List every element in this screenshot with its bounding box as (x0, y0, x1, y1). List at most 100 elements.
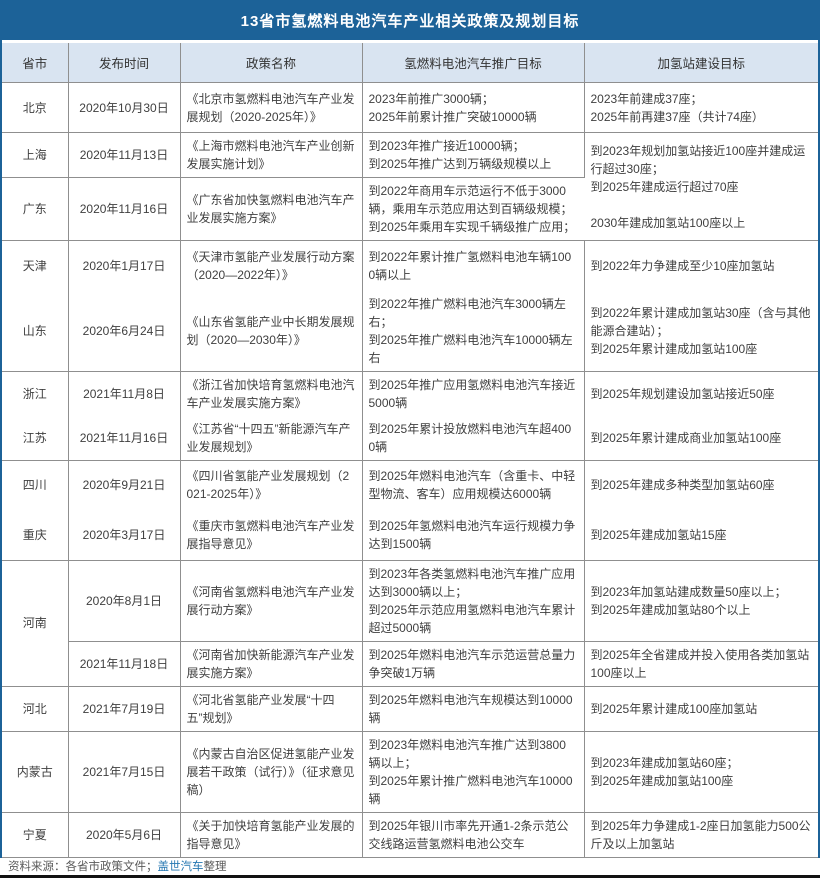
cell-station-target: 到2025年累计建成100座加氢站 (584, 686, 818, 732)
cell-promotion-target: 到2023年各类氢燃料电池汽车推广应用达到3000辆以上； 到2025年示范应用… (362, 560, 585, 642)
column-header-1: 省市 (2, 43, 69, 83)
cell-promotion-target: 到2023年推广接近10000辆； 到2025年推广达到万辆级规模以上 (362, 132, 585, 178)
source-note-suffix: 整理 (203, 861, 227, 873)
cell-date: 2021年7月19日 (68, 686, 181, 732)
cell-promotion-target: 到2025年银川市率先开通1-2条示范公交线路运营氢燃料电池公交车 (362, 812, 585, 858)
table-row: 广东 2020年11月16日 《广东省加快氢燃料电池汽车产业发展实施方案》 到2022… (2, 177, 818, 241)
cell-province: 山东 (2, 290, 69, 372)
cell-policy-name: 《广东省加快氢燃料电池汽车产业发展实施方案》 (180, 177, 363, 241)
cell-policy-name: 《上海市燃料电池汽车产业创新发展实施计划》 (180, 132, 363, 178)
cell-promotion-target: 到2025年燃料电池汽车规模达到10000辆 (362, 686, 585, 732)
cell-province: 北京 (2, 82, 69, 133)
cell-station-target: 到2022年力争建成至少10座加氢站 (590, 258, 775, 273)
bottom-bar (0, 874, 820, 878)
cell-date: 2021年11月8日 (68, 371, 181, 416)
cell-date: 2020年3月17日 (68, 510, 181, 561)
cell-policy-name: 《山东省氢能产业中长期发展规划（2020—2030年）》 (180, 290, 363, 372)
table-frame: 省市 发布时间 政策名称 氢燃料电池汽车推广目标 加氢站建设目标 北京 2020年10月3… (0, 40, 820, 858)
table-row: 河北 2021年7月19日 《河北省氢能产业发展“十四五”规划》 到2025年燃料电池… (2, 686, 818, 732)
cell-province: 重庆 (2, 510, 69, 561)
cell-date: 2020年9月21日 (68, 460, 181, 510)
table-body: 北京 2020年10月30日 《北京市氢燃料电池汽车产业发展规划（2020-2025… (2, 82, 818, 858)
source-note: 资料来源：各省市政策文件； 盖世汽车 整理 (0, 858, 820, 875)
cell-policy-name: 《北京市氢燃料电池汽车产业发展规划（2020-2025年）》 (180, 82, 363, 133)
cell-province: 河南 (2, 560, 69, 687)
table-row: 上海 2020年11月13日 《上海市燃料电池汽车产业创新发展实施计划》 到2023年… (2, 132, 818, 241)
page-title: 13省市氢燃料电池汽车产业相关政策及规划目标 (0, 0, 820, 40)
table-row: 天津 2020年1月17日 《天津市氢能产业发展行动方案（2020—2022年）》到… (2, 240, 818, 291)
table-row: 重庆 2020年3月17日 《重庆市氢燃料电池汽车产业发展指导意见》 到2025年氢燃… (2, 510, 818, 561)
cell-policy-name: 《内蒙古自治区促进氢能产业发展若干政策（试行）》（征求意见稿） (180, 731, 363, 813)
cell-promotion-target: 到2022年累计推广氢燃料电池车辆1000辆以上 (362, 240, 585, 291)
cell-province: 河北 (2, 686, 69, 732)
cell-policy-name: 《浙江省加快培育氢燃料电池汽车产业发展实施方案》 (180, 371, 363, 416)
cell-policy-name: 《江苏省“十四五”新能源汽车产业发展规划》 (180, 415, 363, 461)
cell-promotion-target: 到2025年燃料电池汽车示范运营总量力争突破1万辆 (362, 641, 585, 687)
cell-station-target: 到2022年累计建成加氢站30座（含与其他能源合建站）； 到2025年累计建成加… (584, 290, 818, 372)
cell-policy-name: 《河南省氢燃料电池汽车产业发展行动方案》 (180, 560, 363, 642)
cell-promotion-target: 到2025年推广应用氢燃料电池汽车接近5000辆 (362, 371, 585, 416)
cell-province: 上海 (2, 132, 69, 178)
table-row: 北京 2020年10月30日 《北京市氢燃料电池汽车产业发展规划（2020-2025… (2, 82, 818, 133)
cell-province: 宁夏 (2, 812, 69, 858)
cell-date: 2020年8月1日 (68, 560, 181, 642)
cell-date: 2021年11月16日 (68, 415, 181, 461)
cell-station-target: 到2023年加氢站建成数量50座以上； 到2025年建成加氢站80个以上 (584, 560, 818, 642)
column-header-5: 加氢站建设目标 (584, 43, 818, 83)
title-divider (2, 40, 818, 43)
cell-promotion-target: 到2025年燃料电池汽车（含重卡、中轻型物流、客车）应用规模达6000辆 (362, 460, 585, 510)
cell-station-target: 到2025年建成多种类型加氢站60座 (590, 478, 775, 493)
cell-promotion-target: 到2025年氢燃料电池汽车运行规模力争达到1500辆 (362, 510, 585, 561)
source-note-prefix: 资料来源：各省市政策文件； (8, 861, 158, 873)
cell-promotion-target: 到2022年商用车示范运行不低于3000辆，乘用车示范应用达到百辆级规模； 到2… (362, 177, 584, 241)
cell-province: 广东 (2, 177, 69, 241)
cell-promotion-target: 2023年前推广3000辆； 2025年前累计推广突破10000辆 (362, 82, 585, 133)
cell-promotion-target: 到2025年累计投放燃料电池汽车超4000辆 (362, 415, 585, 461)
cell-station-target: 到2025年规划建设加氢站接近50座 (590, 386, 775, 401)
table-row: 浙江 2021年11月8日 《浙江省加快培育氢燃料电池汽车产业发展实施方案》 到202… (2, 371, 818, 416)
table-row: 山东 2020年6月24日 《山东省氢能产业中长期发展规划（2020—2030年）》… (2, 290, 818, 372)
table-row: 四川 2020年9月21日 《四川省氢能产业发展规划（2021-2025年）》 到20… (2, 460, 818, 510)
cell-date: 2020年10月30日 (68, 82, 181, 133)
column-header-3: 政策名称 (180, 43, 363, 83)
cell-policy-name: 《天津市氢能产业发展行动方案（2020—2022年）》 (180, 240, 363, 291)
cell-station-target: 到2025年建成加氢站15座 (584, 510, 818, 561)
cell-station-target: 到2025年累计建成商业加氢站100座 (584, 415, 818, 461)
cell-promotion-target: 到2022年推广燃料电池汽车3000辆左右； 到2025年推广燃料电池汽车100… (362, 290, 585, 372)
cell-date: 2020年11月13日 (68, 132, 181, 178)
cell-policy-name: 《河北省氢能产业发展“十四五”规划》 (180, 686, 363, 732)
cell-province: 内蒙古 (2, 731, 69, 813)
cell-policy-name: 《河南省加快新能源汽车产业发展实施方案》 (180, 641, 363, 687)
header-row: 省市 发布时间 政策名称 氢燃料电池汽车推广目标 加氢站建设目标 (2, 43, 818, 83)
cell-policy-name: 《关于加快培育氢能产业发展的指导意见》 (180, 812, 363, 858)
cell-policy-name: 《四川省氢能产业发展规划（2021-2025年）》 (180, 460, 363, 510)
cell-station-target: 2023年前建成37座； 2025年前再建37座（共计74座） (584, 82, 818, 133)
cell-province: 四川 (2, 460, 69, 510)
table-row: 内蒙古 2021年7月15日 《内蒙古自治区促进氢能产业发展若干政策（试行）》（征求… (2, 731, 818, 813)
cell-station-target: 到2023年规划加氢站接近100座并建成运行超过30座； 到2025年建成运行超… (584, 132, 818, 241)
table-row: 江苏 2021年11月16日 《江苏省“十四五”新能源汽车产业发展规划》 到2025年… (2, 415, 818, 461)
cell-date: 2020年1月17日 (68, 240, 181, 291)
column-header-4: 氢燃料电池汽车推广目标 (362, 43, 585, 83)
cell-station-target: 到2023年建成加氢站60座； 到2025年建成加氢站100座 (584, 731, 818, 813)
cell-date: 2021年11月18日 (68, 641, 181, 687)
cell-policy-name: 《重庆市氢燃料电池汽车产业发展指导意见》 (180, 510, 363, 561)
cell-station-target: 到2025年力争建成1-2座日加氢能力500公斤及以上加氢站 (584, 812, 818, 858)
cell-date: 2021年7月15日 (68, 731, 181, 813)
cell-province: 天津 (2, 240, 69, 291)
gasgoo-link[interactable]: 盖世汽车 (157, 861, 204, 873)
cell-station-target: 到2025年全省建成并投入使用各类加氢站100座以上 (584, 641, 818, 687)
cell-promotion-target: 到2023年燃料电池汽车推广达到3800辆以上； 到2025年累计推广燃料电池汽… (362, 731, 585, 813)
cell-province: 江苏 (2, 415, 69, 461)
cell-date: 2020年5月6日 (68, 812, 181, 858)
table-header: 省市 发布时间 政策名称 氢燃料电池汽车推广目标 加氢站建设目标 (2, 43, 818, 83)
cell-province: 浙江 (2, 371, 69, 416)
table-row: 河南 2020年8月1日 《河南省氢燃料电池汽车产业发展行动方案》 到2023年各类氢… (2, 560, 818, 687)
column-header-2: 发布时间 (68, 43, 181, 83)
table-row: 宁夏 2020年5月6日 《关于加快培育氢能产业发展的指导意见》 到2025年银川市率… (2, 812, 818, 858)
cell-date: 2020年6月24日 (68, 290, 181, 372)
policy-table: 省市 发布时间 政策名称 氢燃料电池汽车推广目标 加氢站建设目标 北京 2020年10月3… (2, 43, 818, 858)
table-row: 2021年11月18日 《河南省加快新能源汽车产业发展实施方案》 到2025年燃料电… (2, 641, 818, 687)
cell-date: 2020年11月16日 (68, 177, 181, 241)
